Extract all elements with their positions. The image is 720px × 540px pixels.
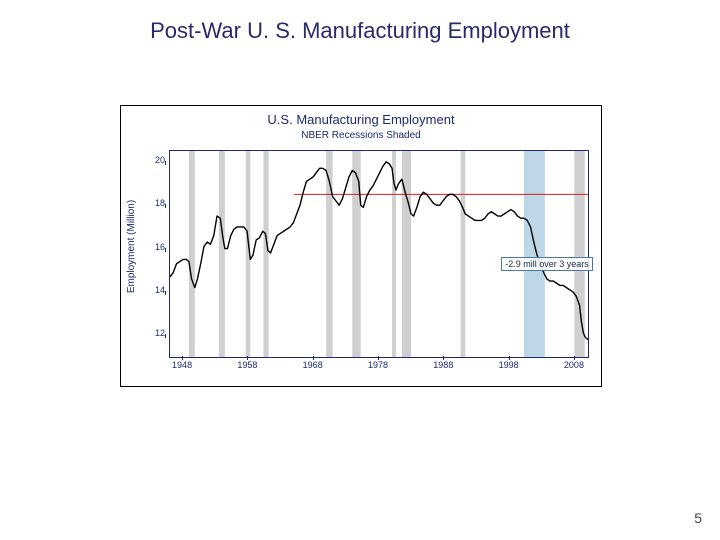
page-number: 5	[694, 510, 702, 526]
recession-band	[189, 151, 195, 357]
slide: Post-War U. S. Manufacturing Employment …	[0, 0, 720, 540]
x-tick-label: 1998	[499, 360, 519, 370]
chart-title: U.S. Manufacturing Employment	[121, 112, 601, 127]
x-tick-label: 1978	[368, 360, 388, 370]
x-tick-label: 1958	[237, 360, 257, 370]
chart-panel: U.S. Manufacturing Employment NBER Reces…	[120, 105, 602, 387]
highlight-band	[524, 151, 545, 357]
y-tick-label: 14	[145, 285, 165, 295]
y-tick-label: 20	[145, 155, 165, 165]
y-axis-label-text: Employment (Million)	[127, 199, 138, 292]
recession-band	[461, 151, 466, 357]
callout: -2.9 mill over 3 years	[501, 257, 593, 271]
y-tick-label: 12	[145, 328, 165, 338]
x-tick-label: 1948	[172, 360, 192, 370]
chart-subtitle: NBER Recessions Shaded	[121, 130, 601, 141]
y-tick-label: 16	[145, 242, 165, 252]
y-tick-label: 18	[145, 198, 165, 208]
x-tick-label: 2008	[564, 360, 584, 370]
recession-band	[263, 151, 268, 357]
recession-band	[219, 151, 225, 357]
x-tick-label: 1988	[433, 360, 453, 370]
plot-area	[169, 150, 589, 358]
slide-title: Post-War U. S. Manufacturing Employment	[0, 18, 720, 44]
x-tick-label: 1968	[303, 360, 323, 370]
recession-band	[574, 151, 584, 357]
y-axis-label: Employment (Million)	[125, 106, 139, 386]
